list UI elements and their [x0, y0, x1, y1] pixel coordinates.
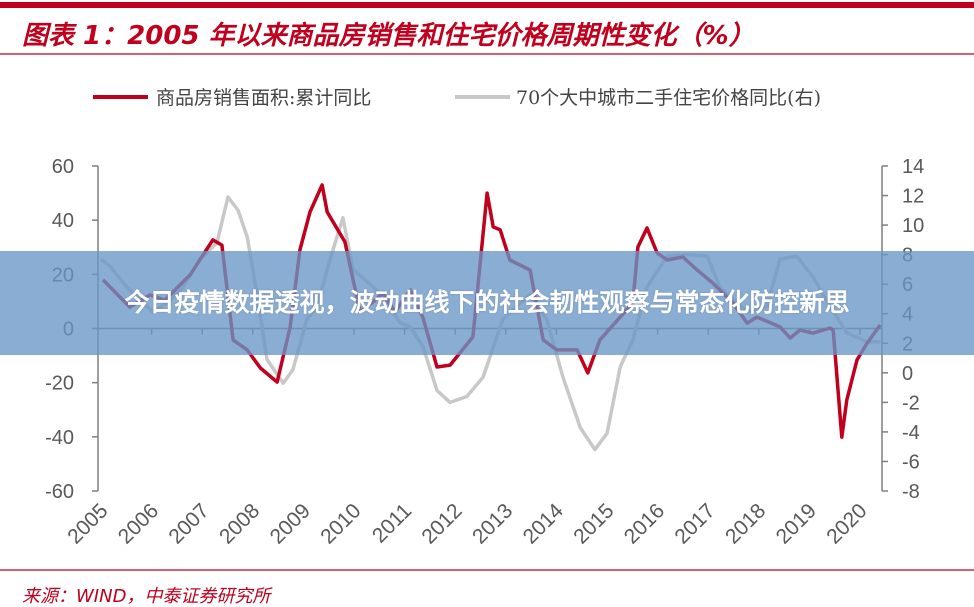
left-tick-label: -20 [45, 373, 74, 395]
right-tick-label: -6 [902, 451, 920, 473]
x-tick-label: 2017 [670, 499, 719, 548]
chart-title: 图表 1：2005 年以来商品房销售和住宅价格周期性变化（%） [22, 21, 755, 51]
x-tick-label: 2011 [368, 499, 416, 547]
right-tick-label: 0 [902, 363, 913, 385]
legend-label-sales: 商品房销售面积:累计同比 [156, 87, 371, 109]
overlay-banner: 今日疫情数据透视，波动曲线下的社会韧性观察与常态化防控新思 [0, 251, 974, 355]
legend-label-price: 70个大中城市二手住宅价格同比(右) [516, 87, 821, 109]
left-tick-label: 40 [52, 210, 74, 232]
legend: 商品房销售面积:累计同比 70个大中城市二手住宅价格同比(右) [93, 87, 821, 109]
x-tick-label: 2007 [164, 499, 213, 548]
right-tick-label: -8 [902, 481, 920, 503]
x-tick-label: 2012 [417, 499, 466, 548]
x-tick-label: 2006 [114, 499, 163, 548]
x-tick-label: 2010 [316, 499, 365, 548]
x-tick-label: 2020 [822, 499, 871, 548]
right-tick-label: 12 [902, 186, 924, 208]
x-tick-label: 2016 [620, 499, 669, 548]
right-tick-label: 14 [902, 156, 924, 178]
source-note: 来源：WIND，中泰证券研究所 [22, 586, 273, 607]
x-tick-label: 2018 [721, 499, 770, 548]
x-tick-label: 2014 [519, 499, 569, 549]
x-tick-label: 2008 [215, 499, 264, 548]
left-tick-label: -40 [45, 427, 74, 449]
x-tick-label: 2009 [266, 499, 315, 548]
x-tick-label: 2005 [63, 499, 112, 548]
right-tick-label: -4 [902, 422, 920, 444]
right-tick-label: -2 [902, 392, 920, 414]
overlay-headline: 今日疫情数据透视，波动曲线下的社会韧性观察与常态化防控新思 [124, 288, 850, 317]
top-rule [0, 2, 974, 8]
x-tick-label: 2013 [468, 499, 517, 548]
left-tick-label: -60 [45, 481, 74, 503]
x-tick-label: 2019 [772, 499, 821, 548]
right-tick-label: 10 [902, 215, 924, 237]
left-tick-label: 60 [52, 156, 74, 178]
x-tick-label: 2015 [569, 499, 618, 548]
